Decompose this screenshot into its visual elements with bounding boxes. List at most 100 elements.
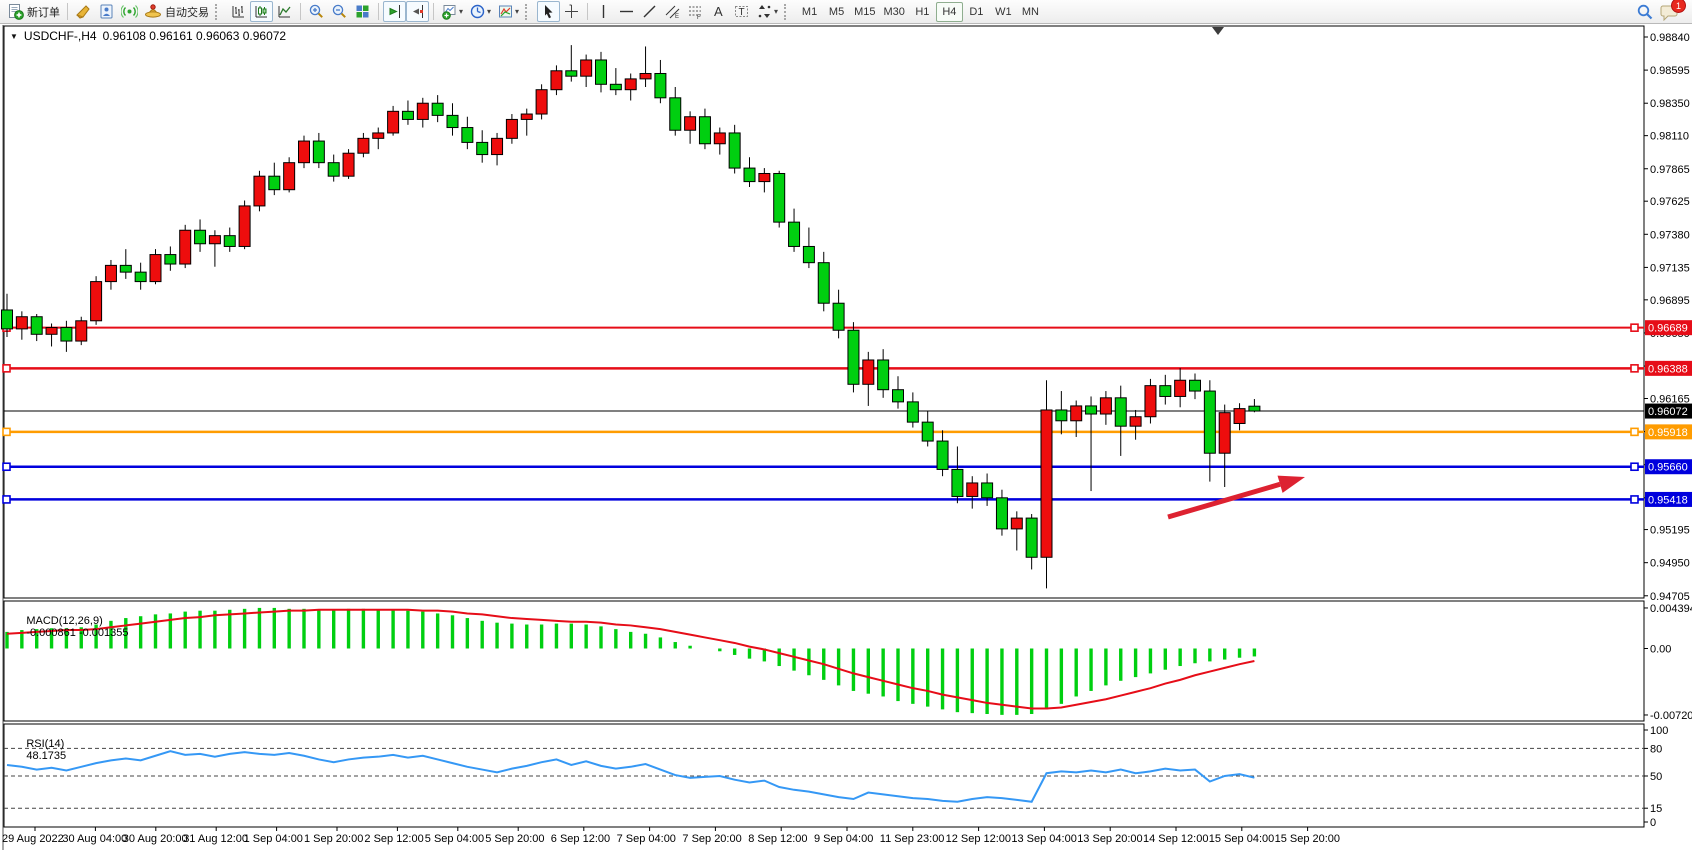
price-badge-label: 0.95918 <box>1648 427 1688 439</box>
timeframe-MN[interactable]: MN <box>1021 5 1039 18</box>
candle <box>698 116 711 145</box>
timeframe-toolbar: M1 M5 M15 M30 H1 H4 D1 W1 MN <box>796 1 1044 22</box>
chart-window[interactable]: 0.98840 0.98595 0.98350 0.98110 0.97865 0.976… <box>0 25 1692 850</box>
candle <box>773 172 786 223</box>
hline-handle[interactable] <box>2 495 11 504</box>
candle <box>312 140 325 164</box>
candle <box>268 175 281 191</box>
candle <box>60 327 73 342</box>
candle <box>1144 385 1157 418</box>
periods-icon <box>470 4 485 19</box>
metaeditor-button[interactable] <box>95 1 118 22</box>
timeframe-W1[interactable]: W1 <box>995 5 1012 18</box>
text-button[interactable]: A <box>707 1 730 22</box>
templates-button[interactable]: ▾ <box>494 1 522 22</box>
price-badge-label: 0.96072 <box>1648 406 1688 418</box>
candlestick-chart-button[interactable] <box>250 1 273 22</box>
toolbar-grip[interactable] <box>784 3 791 20</box>
ea-hat-icon <box>145 4 161 18</box>
search-button[interactable] <box>1633 1 1657 22</box>
candle <box>1218 412 1231 454</box>
fibonacci-button[interactable]: F <box>684 1 707 22</box>
equidistant-channel-button[interactable]: E <box>661 1 684 22</box>
tile-windows-button[interactable] <box>351 1 374 22</box>
candle <box>580 59 593 77</box>
chart-canvas[interactable]: 0.98840 0.98595 0.98350 0.98110 0.97865 0.976… <box>0 25 1692 850</box>
candle <box>669 97 682 131</box>
periods-button[interactable]: ▾ <box>466 1 494 22</box>
bar-chart-button[interactable] <box>227 1 250 22</box>
notification-badge: 1 <box>1671 0 1686 13</box>
hline-handle[interactable] <box>2 364 11 373</box>
timeframe-M5[interactable]: M5 <box>828 5 845 18</box>
candlestick-series <box>1 45 1261 589</box>
zoom-in-button[interactable] <box>305 1 328 22</box>
candle <box>788 221 801 247</box>
timeframe-H4[interactable]: H4 <box>935 1 963 22</box>
trendline-button[interactable] <box>638 1 661 22</box>
hline-handle[interactable] <box>2 462 11 472</box>
price-tick-label: 0.96895 <box>1650 295 1690 307</box>
chart-shift-marker[interactable] <box>1212 27 1224 35</box>
vertical-line-button[interactable] <box>592 1 615 22</box>
line-chart-button[interactable] <box>273 1 296 22</box>
time-tick-label: 8 Sep 12:00 <box>748 833 807 845</box>
candle <box>357 137 370 154</box>
auto-scroll-button[interactable] <box>383 1 406 22</box>
crosshair-icon <box>565 4 579 18</box>
candle <box>1189 379 1201 392</box>
notifications-button[interactable]: 1 <box>1657 0 1686 22</box>
gold-horn-button[interactable] <box>72 1 95 22</box>
candle <box>416 102 429 120</box>
candle <box>609 83 622 91</box>
hline-handle[interactable] <box>2 427 11 437</box>
hline-handle[interactable] <box>1630 323 1639 332</box>
candle <box>15 316 28 330</box>
svg-text:F: F <box>697 15 701 20</box>
toolbar-separator <box>378 3 379 20</box>
autotrading-button[interactable]: 自动交易 <box>141 1 212 22</box>
trend-arrow-annotation[interactable] <box>1167 475 1305 520</box>
chart-shift-button[interactable] <box>406 1 429 22</box>
horizontal-line-button[interactable] <box>615 1 638 22</box>
new-chart-button[interactable]: ▾ <box>438 1 466 22</box>
candle <box>298 140 310 164</box>
time-tick-label: 13 Sep 20:00 <box>1077 833 1142 845</box>
hline-handle[interactable] <box>1630 462 1639 472</box>
cursor-button[interactable] <box>537 1 561 22</box>
chevron-down-icon: ▾ <box>459 7 464 16</box>
crosshair-button[interactable] <box>560 1 583 22</box>
text-label-button[interactable]: T <box>730 1 753 22</box>
candle <box>654 72 667 99</box>
timeframe-H1[interactable]: H1 <box>915 5 930 18</box>
candle <box>892 389 904 403</box>
search-icon <box>1637 4 1653 19</box>
rsi-name: RSI(14) <box>26 738 65 750</box>
new-chart-icon <box>442 5 456 20</box>
candle <box>446 114 459 129</box>
rsi-line <box>6 750 1255 803</box>
rsi-level-label: 15 <box>1650 803 1662 815</box>
toolbar-grip[interactable] <box>525 3 532 20</box>
candle <box>550 70 563 91</box>
equidistant-channel-icon: E <box>665 5 680 20</box>
candle <box>45 327 58 335</box>
hline-handle[interactable] <box>1630 364 1639 373</box>
candle <box>1070 405 1083 422</box>
hline-handle[interactable] <box>1630 427 1639 437</box>
timeframe-D1[interactable]: D1 <box>969 5 984 18</box>
toolbar-separator <box>587 3 589 20</box>
zoom-out-button[interactable] <box>328 1 351 22</box>
arrows-tool-button[interactable]: ▾ <box>753 1 781 22</box>
horizontal-lines[interactable] <box>2 323 1644 504</box>
hline-handle[interactable] <box>1630 495 1639 504</box>
chart-title-row[interactable]: ▼ USDCHF-,H4 0.96108 0.96161 0.96063 0.9… <box>10 29 286 43</box>
new-order-button[interactable]: 新订单 <box>4 1 63 22</box>
toolbar-grip[interactable] <box>215 3 222 20</box>
signal-button[interactable] <box>118 1 141 22</box>
timeframe-M1[interactable]: M1 <box>801 5 818 18</box>
one-click-expand-icon[interactable]: ▼ <box>10 31 18 41</box>
price-badge <box>1645 360 1692 376</box>
timeframe-M30[interactable]: M30 <box>883 5 905 18</box>
timeframe-M15[interactable]: M15 <box>854 5 876 18</box>
